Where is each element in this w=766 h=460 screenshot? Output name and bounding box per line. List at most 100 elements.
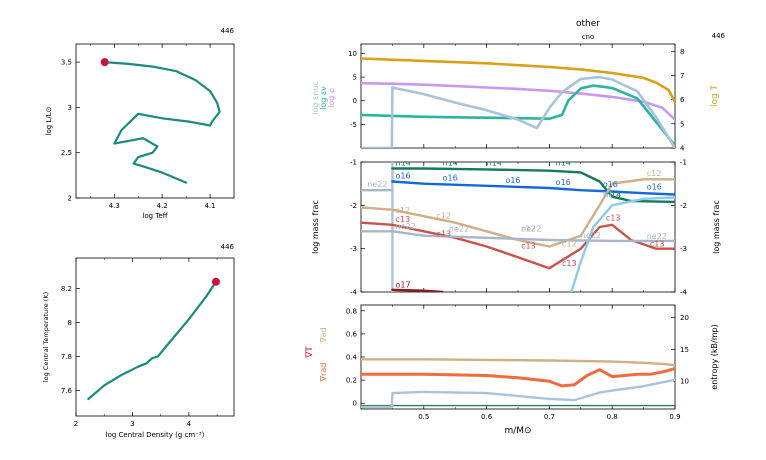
x-tick-label: 0.8: [607, 413, 618, 421]
abundance-label: ne22: [581, 231, 601, 240]
abundance-label: c12: [521, 224, 536, 233]
profile-top-line: [361, 57, 675, 104]
hr-model-number: 446: [221, 27, 235, 35]
abundance-label: ne22: [521, 224, 541, 233]
abundance-label: n14: [556, 158, 571, 167]
abundance-line-c12: [361, 178, 675, 248]
y-tick-label: 5: [680, 120, 684, 128]
y-tick-label: -1: [350, 159, 357, 167]
core-y-label: log Central Temperature (K): [42, 292, 50, 382]
y-tick-label: -2: [350, 202, 357, 210]
x-tick-label: 4: [187, 420, 192, 428]
y-tick-label: 7.6: [61, 387, 73, 395]
abundance-label: h1: [603, 191, 613, 200]
x-tick-label: 0.7: [544, 413, 555, 421]
abundance-label: c13: [650, 240, 665, 249]
y-tick-label: 0: [353, 400, 357, 408]
abundance-label: n14: [606, 191, 621, 200]
y-tick-label: -1: [680, 159, 687, 167]
abundance-line-n14: [391, 167, 675, 204]
y-tick-label: 10: [348, 50, 357, 58]
y-tick-label: 8.2: [61, 285, 72, 293]
y-tick-label: 10: [680, 378, 689, 386]
plots-layer: 4.3 4.2 4.1 2 2.5 3 3.5 log Teff log L/L⊙ 446 2 3 4 7…: [42, 27, 726, 439]
y-tick-label: 15: [680, 346, 689, 354]
y-tick-label: 7: [680, 72, 684, 80]
y-tick-label: 3: [68, 104, 72, 112]
core-model-number: 446: [221, 243, 235, 251]
x-tick-label: 0.9: [669, 413, 680, 421]
abundance-label: n14: [396, 158, 411, 167]
core-diagram: 2 3 4 7.6 7.8 8 8.2 log Central Density (g cm⁻³…: [42, 243, 235, 439]
y-tick-label: 20: [680, 314, 689, 322]
core-x-label: log Central Density (g cm⁻³): [106, 431, 205, 439]
profile-top-model-number: 446: [712, 32, 726, 40]
profile-top-y-label: log εν: [319, 86, 328, 110]
abundance-label: ne22: [367, 180, 387, 189]
x-tick-label: 3: [130, 420, 134, 428]
y-tick-label: 4: [680, 145, 685, 153]
hr-y-label: log L/L⊙: [45, 107, 53, 136]
y-tick-label: 2.5: [61, 149, 72, 157]
figure-title: other: [576, 19, 600, 29]
y-tick-label: -2: [680, 202, 687, 210]
profile-mid-y2-label: log mass frac: [712, 200, 721, 254]
profile-top-y-label: log εnuc: [311, 81, 320, 115]
x-tick-label: 4.1: [204, 202, 215, 210]
y-tick-label: -5: [350, 121, 357, 129]
profile-mid: -4 -3 -2 -1 -4 -3 -2 -1 log mass frac log mass fr…: [311, 158, 721, 297]
abundance-label: o16: [647, 182, 662, 191]
y-tick-label: 8: [680, 48, 684, 56]
profile-bottom-x-label: m/M⊙: [504, 426, 531, 436]
profile-bottom-y-label-T: ∇T: [305, 346, 315, 359]
y-tick-label: 0.2: [346, 377, 357, 385]
abundance-label: ne22: [647, 232, 667, 241]
y-tick-label: 3.5: [61, 59, 72, 67]
y-tick-label: -4: [680, 289, 688, 297]
y-tick-label: 7.8: [61, 353, 72, 361]
profile-bottom-y-label-ad: ∇ad: [319, 327, 328, 343]
abundance-label: o16: [396, 171, 411, 180]
y-tick-label: -3: [680, 245, 687, 253]
hr-track: [103, 60, 221, 184]
profile-bottom-y-label-rad: ∇rad: [319, 363, 328, 383]
profile-top-line: [361, 75, 675, 148]
profile-mid-y-label: log mass frac: [311, 200, 320, 254]
y-tick-label: 2: [68, 195, 72, 203]
hr-diagram: 4.3 4.2 4.1 2 2.5 3 3.5 log Teff log L/L⊙ 446: [45, 27, 235, 220]
profile-top-y2-label: log T: [710, 84, 720, 107]
abundance-label: c12: [436, 211, 451, 220]
y-tick-label: 0.8: [346, 307, 357, 315]
abundance-label: o16: [603, 180, 618, 189]
abundance-label: ne22: [396, 222, 416, 231]
profile-top-line: [361, 84, 675, 147]
gradient-line-∇ad: [361, 358, 675, 367]
profile-bottom-y2-label: entropy (kB/mp): [710, 324, 719, 389]
abundance-label: c12: [396, 206, 411, 215]
abundance-label: o16: [505, 176, 520, 185]
profile-bottom: 0.5 0.6 0.7 0.8 0.9 0 0.2 0.4 0.6 0.8 10 15 20 m/M⊙ ∇a…: [305, 304, 719, 436]
profile-top-y-label: log ρ: [327, 88, 336, 108]
hr-x-label: log Teff: [142, 212, 167, 220]
abundance-label: c13: [436, 230, 451, 239]
abundance-label: c13: [396, 215, 411, 224]
abundance-label: c13: [521, 242, 536, 251]
y-tick-label: 0.4: [346, 354, 358, 362]
x-tick-label: 0.6: [481, 413, 493, 421]
abundance-line-o16: [391, 180, 675, 196]
abundance-label: c12: [647, 169, 662, 178]
y-tick-label: 0: [353, 97, 357, 105]
hr-current-marker: [100, 58, 109, 67]
y-tick-label: 8: [68, 319, 72, 327]
x-tick-label: 4.2: [157, 202, 168, 210]
gradient-line-entropy: [361, 378, 675, 409]
gradient-line-∇rad: [361, 367, 675, 388]
abundance-label: o16: [443, 174, 458, 183]
abundance-label: n14: [443, 158, 458, 167]
core-track: [87, 280, 217, 401]
abundance-label: c12: [562, 240, 577, 249]
x-tick-label: 4.3: [109, 202, 120, 210]
y-tick-label: 0.6: [346, 330, 358, 338]
